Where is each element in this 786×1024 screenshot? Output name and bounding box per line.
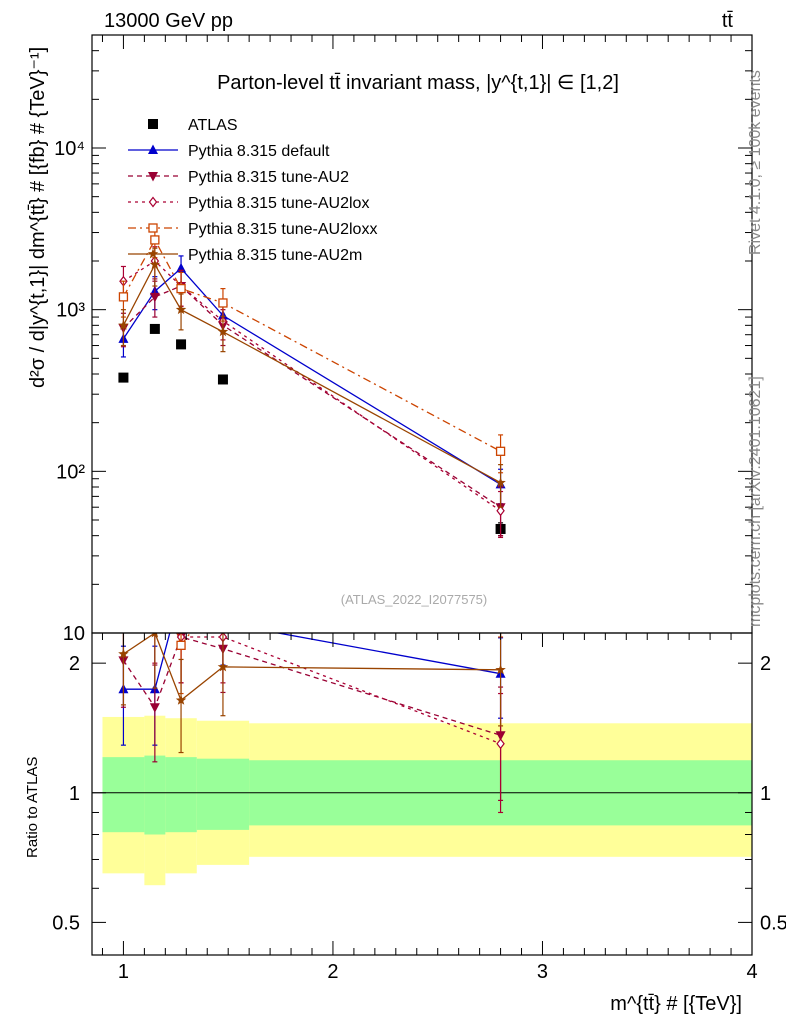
x-tick-label: 3 (537, 961, 548, 983)
band-green (196, 758, 250, 830)
legend-item-au2: Pythia 8.315 tune-AU2 (128, 169, 349, 186)
main-point-atlas (149, 323, 160, 334)
legend-item-default: Pythia 8.315 default (128, 143, 330, 160)
legend-label-atlas: ATLAS (188, 117, 238, 134)
ratio-line-au2 (122, 636, 501, 736)
ratio-point-au2m (175, 694, 187, 705)
axes: 10 10² 10³ 10⁴ 0.5 0.5 1 1 2 2 1 2 3 4 (52, 35, 786, 983)
legend-marker-au2 (148, 172, 158, 182)
ratio-panel-series (118, 534, 506, 814)
main-y-tick-label: 10 (63, 623, 85, 645)
legend-item-au2lox: Pythia 8.315 tune-AU2lox (128, 195, 369, 212)
ratio-point-au2lox (120, 534, 127, 543)
ratio-point-au2loxx (497, 583, 505, 591)
main-y-axis-label: d²σ / d|y^{t,1}| dm^{tt̄} # [{fb} # {TeV… (27, 47, 49, 388)
x-axis-label: m^{tt̄} # [{TeV}] (610, 993, 742, 1015)
ratio-point-au2m (151, 633, 159, 638)
main-point-au2loxx (118, 292, 129, 302)
ratio-panel-frame (91, 632, 753, 956)
ratio-point-au2loxx (219, 585, 227, 593)
main-point-au2m (495, 477, 506, 488)
uncertainty-bands (102, 715, 752, 886)
plot-title: Parton-level tt̄ invariant mass, |y^{t,1… (217, 72, 619, 94)
legend-marker-atlas (148, 119, 158, 129)
main-series-au2 (118, 269, 506, 537)
header-right: tt̄ (722, 10, 734, 32)
legend-marker-au2lox (148, 196, 158, 208)
legend-label-au2loxx: Pythia 8.315 tune-AU2loxx (188, 221, 377, 238)
main-point-au2loxx (176, 283, 186, 294)
main-point-au2loxx (150, 235, 160, 245)
legend-marker-au2m (147, 248, 159, 259)
main-line-au2 (122, 285, 501, 508)
ratio-point-default (176, 585, 186, 595)
main-point-au2lox (496, 505, 505, 517)
ratio-point-au2m (495, 664, 506, 675)
ratio-y-tick-label: 0.5 (52, 912, 80, 934)
band-green (144, 755, 166, 835)
x-tick-label: 1 (118, 961, 129, 983)
main-point-atlas (176, 339, 187, 350)
legend-marker-default (148, 144, 158, 154)
ratio-y-axis-label: Ratio to ATLAS (24, 757, 41, 858)
ratio-point-au2m (217, 661, 229, 672)
main-y-tick-label: 10² (56, 461, 85, 483)
main-point-atlas (118, 372, 129, 383)
main-point-au2m (149, 259, 161, 270)
rivet-label: Rivet 4.1.0, ≥ 100k events (747, 70, 764, 255)
legend-label-default: Pythia 8.315 default (188, 143, 330, 160)
legend-item-au2m: Pythia 8.315 tune-AU2m (128, 247, 362, 264)
main-y-tick-label: 10³ (56, 300, 85, 322)
ratio-point-au2 (149, 703, 160, 713)
ratio-y-tick-label-right: 1 (760, 783, 771, 805)
main-point-au2m (118, 319, 129, 330)
main-series-au2m (118, 247, 506, 508)
band-green (165, 757, 197, 833)
ratio-point-au2lox (496, 738, 505, 750)
legend-label-au2: Pythia 8.315 tune-AU2 (188, 169, 349, 186)
main-point-au2m (175, 304, 187, 315)
ratio-y-tick-label: 1 (69, 783, 80, 805)
main-panel-series (118, 225, 506, 539)
ratio-point-au2loxx (151, 555, 159, 563)
main-point-au2loxx (495, 446, 506, 456)
mcplots-label: mcplots.cern.ch [arXiv:2401.10621] (747, 376, 764, 627)
ratio-line-default (123, 633, 501, 690)
x-tick-label: 2 (327, 961, 338, 983)
legend-item-au2loxx: Pythia 8.315 tune-AU2loxx (128, 221, 377, 238)
main-point-au2 (149, 292, 160, 303)
legend-marker-au2loxx (148, 223, 158, 233)
main-point-atlas (217, 374, 228, 385)
ratio-y-tick-label: 2 (69, 653, 80, 675)
legend: ATLAS Pythia 8.315 default Pythia 8.315 tu… (128, 117, 377, 264)
legend-label-au2lox: Pythia 8.315 tune-AU2lox (188, 195, 369, 212)
x-tick-label: 4 (746, 961, 757, 983)
main-line-au2lox (123, 260, 501, 512)
main-y-tick-label: 10⁴ (54, 138, 85, 160)
legend-label-au2m: Pythia 8.315 tune-AU2m (188, 247, 362, 264)
ratio-point-default (218, 617, 228, 627)
header-left: 13000 GeV pp (104, 10, 233, 32)
ratio-point-au2lox (151, 610, 158, 619)
ratio-y-tick-label-right: 0.5 (760, 912, 786, 934)
ratio-point-au2loxx (119, 571, 127, 579)
main-point-au2loxx (218, 298, 228, 308)
ratio-point-au2m (118, 648, 129, 659)
main-series-atlas (118, 323, 506, 537)
band-green (102, 757, 145, 833)
watermark: (ATLAS_2022_I2077575) (341, 592, 487, 607)
ratio-y-tick-label-right: 2 (760, 653, 771, 675)
main-point-au2m (217, 326, 229, 337)
legend-item-atlas: ATLAS (148, 117, 238, 134)
ratio-point-au2loxx (176, 640, 186, 650)
